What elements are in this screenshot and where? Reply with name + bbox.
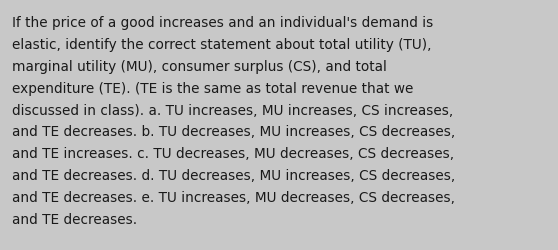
Text: If the price of a good increases and an individual's demand is: If the price of a good increases and an … [12,16,434,30]
Text: and TE decreases. e. TU increases, MU decreases, CS decreases,: and TE decreases. e. TU increases, MU de… [12,190,455,204]
Text: and TE increases. c. TU decreases, MU decreases, CS decreases,: and TE increases. c. TU decreases, MU de… [12,147,454,161]
Text: expenditure (TE). (TE is the same as total revenue that we: expenditure (TE). (TE is the same as tot… [12,82,413,96]
Text: and TE decreases. d. TU decreases, MU increases, CS decreases,: and TE decreases. d. TU decreases, MU in… [12,168,455,182]
Text: elastic, identify the correct statement about total utility (TU),: elastic, identify the correct statement … [12,38,432,52]
Text: marginal utility (MU), consumer surplus (CS), and total: marginal utility (MU), consumer surplus … [12,60,387,74]
Text: and TE decreases.: and TE decreases. [12,212,137,226]
Text: and TE decreases. b. TU decreases, MU increases, CS decreases,: and TE decreases. b. TU decreases, MU in… [12,125,455,139]
Text: discussed in class). a. TU increases, MU increases, CS increases,: discussed in class). a. TU increases, MU… [12,103,454,117]
